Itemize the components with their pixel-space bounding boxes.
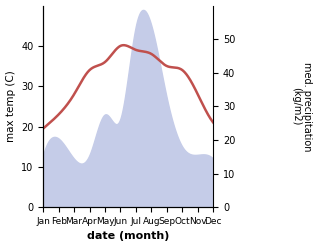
Y-axis label: med. precipitation
(kg/m2): med. precipitation (kg/m2) (291, 62, 313, 151)
Y-axis label: max temp (C): max temp (C) (5, 70, 16, 142)
X-axis label: date (month): date (month) (87, 231, 169, 242)
